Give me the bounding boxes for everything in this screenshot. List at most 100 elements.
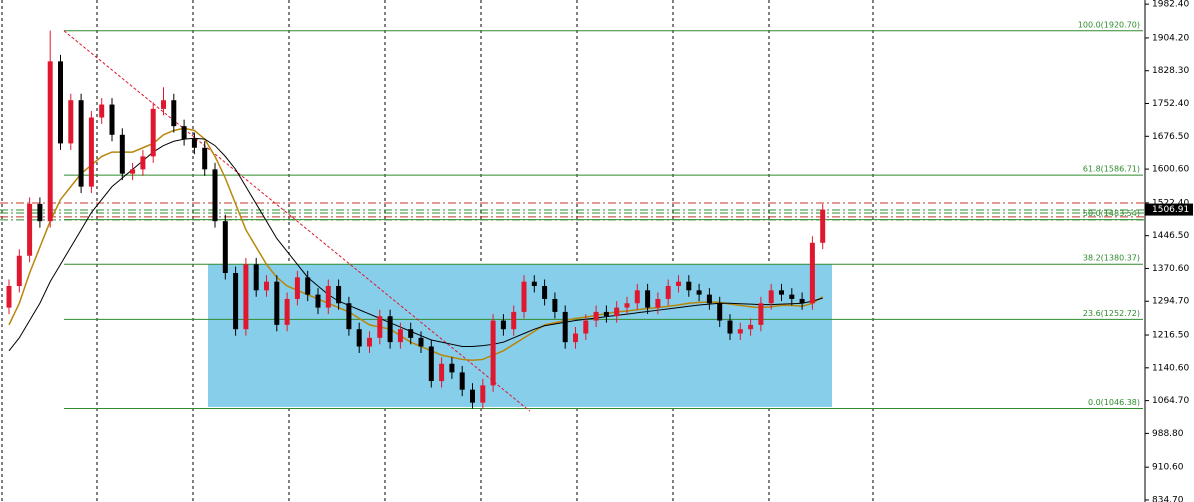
candle-body [47, 61, 53, 222]
candle-body [799, 298, 805, 304]
candle-body [336, 285, 342, 304]
candle-body [150, 108, 156, 157]
candle-body [243, 264, 249, 330]
y-tick-label: 1522.40 [1152, 198, 1189, 208]
candle-body [202, 147, 208, 170]
candle-body [820, 209, 826, 243]
fib-label: 50.0(1483.54) [1083, 209, 1140, 218]
candle-body [459, 372, 465, 390]
moving-average [8, 127, 824, 362]
time-grid [1, 0, 874, 502]
y-tick-label: 910.60 [1152, 463, 1184, 473]
candle-body [377, 316, 383, 338]
candle-body [583, 320, 589, 334]
candle-body [27, 203, 33, 256]
candle-body [305, 277, 311, 295]
candle-body [191, 139, 197, 148]
candle-body [130, 169, 136, 174]
candle-body [573, 333, 578, 343]
y-tick-label: 1064.70 [1152, 396, 1189, 406]
candle-body [233, 273, 239, 330]
candle-body [274, 281, 280, 325]
candle-body [264, 281, 269, 291]
candle-body [706, 294, 712, 304]
fib-label: 61.8(1586.71) [1083, 165, 1140, 174]
candle-body [294, 277, 300, 299]
y-tick-label: 1216.50 [1152, 331, 1189, 341]
candle-body [603, 311, 609, 317]
candle-body [284, 298, 290, 325]
y-tick-label: 834.70 [1152, 495, 1184, 502]
candle-body [521, 281, 527, 312]
candle-body [562, 311, 568, 343]
candle-body [109, 104, 115, 135]
fib-label: 38.2(1380.37) [1083, 254, 1140, 263]
candle-body [655, 298, 661, 308]
candle-body [634, 290, 640, 304]
candle-body [480, 385, 486, 403]
candle-body [68, 100, 74, 144]
candle-body [511, 311, 517, 330]
trendline [63, 30, 531, 412]
y-tick-label: 1370.60 [1152, 264, 1189, 274]
candle-body [397, 329, 403, 343]
candle-body [119, 134, 125, 174]
candle-body [171, 100, 177, 127]
candle-body [356, 329, 362, 347]
candle-body [387, 316, 393, 343]
candle-body [748, 324, 754, 330]
fib-label: 0.0(1046.38) [1088, 398, 1140, 407]
candle-body [768, 290, 774, 304]
candle-body [809, 242, 815, 304]
candle-body [58, 61, 63, 144]
candle-body [78, 100, 84, 187]
candle-body [531, 281, 537, 286]
y-tick-label: 1294.70 [1152, 297, 1189, 307]
candle-body [315, 294, 321, 308]
candle-body [37, 203, 43, 222]
candle-body [346, 303, 352, 330]
y-tick-label: 1904.20 [1152, 33, 1189, 43]
candle-body [418, 337, 424, 347]
candle-body [676, 281, 681, 286]
candle-body [439, 363, 445, 382]
fib-label: 23.6(1252.72) [1083, 309, 1140, 318]
y-tick-label: 1600.60 [1152, 165, 1189, 175]
candle-body [789, 294, 795, 299]
candle-body [645, 290, 651, 308]
y-tick-label: 1446.50 [1152, 231, 1189, 241]
candle-body [727, 320, 733, 334]
y-tick-label: 1828.30 [1152, 66, 1189, 76]
candle-body [253, 264, 259, 291]
candle-body [212, 169, 218, 222]
candle-body [222, 221, 228, 274]
candle-body [99, 104, 105, 118]
candle-body [470, 389, 475, 403]
y-tick-label: 988.80 [1152, 429, 1184, 439]
candle-body [16, 255, 22, 286]
candle-body [181, 126, 187, 140]
candle-body [686, 281, 692, 291]
candle-body [500, 320, 506, 330]
candle-body [717, 303, 723, 321]
candle-body [140, 156, 146, 170]
candle-body [6, 285, 12, 308]
bid-box [1145, 203, 1193, 216]
candle-body [552, 298, 558, 312]
candle-body [542, 285, 548, 299]
candle-body [593, 311, 599, 321]
y-tick-label: 1752.40 [1152, 99, 1189, 109]
fib-label: 100.0(1920.70) [1078, 20, 1140, 29]
candle-body [408, 329, 414, 338]
y-tick-label: 1676.50 [1152, 132, 1189, 142]
y-tick-label: 1982.40 [1152, 0, 1189, 10]
candle-body [737, 329, 743, 334]
y-tick-label: 1140.60 [1152, 363, 1189, 373]
candle-body [428, 346, 434, 382]
candle-body [758, 303, 764, 325]
candle-body [325, 285, 331, 308]
axis-panel [1145, 0, 1194, 502]
candle-body [490, 320, 496, 386]
bid-label: 1506.91 [1152, 205, 1189, 215]
